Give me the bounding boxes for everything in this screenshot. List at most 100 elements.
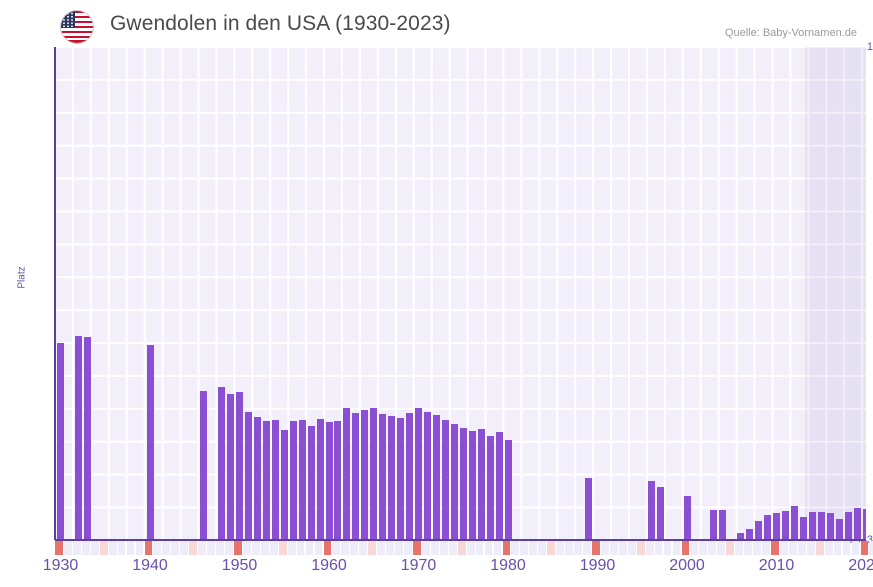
tick-cell-1934 [90, 541, 99, 555]
bar-1946[interactable] [200, 391, 208, 540]
bar-1952[interactable] [253, 417, 261, 540]
tick-cell-1989 [583, 541, 591, 555]
tick-cell-1958 [305, 541, 314, 555]
tick-cell-1955 [278, 541, 287, 555]
bar-1976[interactable] [468, 431, 476, 540]
bar-1973[interactable] [441, 420, 449, 540]
bar-1980[interactable] [504, 440, 512, 540]
tick-cell-2001 [690, 541, 699, 555]
bar-2007[interactable] [746, 529, 754, 540]
tick-cell-1968 [395, 541, 403, 555]
bar-2012[interactable] [790, 506, 798, 540]
tick-cell-2016 [824, 541, 833, 555]
tick-cell-1961 [332, 541, 341, 555]
tick-cell-2014 [806, 541, 815, 555]
bar-1968[interactable] [397, 418, 405, 540]
bar-1953[interactable] [262, 421, 270, 540]
bar-1933[interactable] [83, 337, 91, 540]
bar-1970[interactable] [415, 408, 422, 540]
tick-cell-1976 [466, 541, 475, 555]
bar-1989[interactable] [585, 478, 593, 540]
unranked-future-band [805, 47, 866, 540]
bar-1996[interactable] [647, 481, 655, 540]
bar-1951[interactable] [244, 412, 252, 540]
tick-cell-1978 [484, 541, 493, 555]
bar-1930[interactable] [57, 343, 64, 540]
tick-cell-2011 [779, 541, 788, 555]
bar-1979[interactable] [495, 432, 503, 540]
bar-2018[interactable] [844, 512, 852, 540]
bar-1972[interactable] [432, 415, 440, 540]
tick-cell-1970 [413, 541, 421, 555]
bar-1959[interactable] [316, 419, 324, 540]
bar-2003[interactable] [710, 510, 718, 540]
bar-1950[interactable] [236, 392, 243, 540]
tick-cell-1956 [287, 541, 296, 555]
tick-cell-1950 [234, 541, 242, 555]
x-axis-label-1960: 1960 [311, 557, 347, 574]
bar-1960[interactable] [325, 422, 333, 540]
bar-2011[interactable] [781, 511, 789, 540]
bar-1969[interactable] [406, 413, 414, 540]
tick-cell-1946 [198, 541, 207, 555]
bar-2017[interactable] [835, 519, 843, 540]
bar-1932[interactable] [74, 336, 82, 540]
bar-1956[interactable] [289, 421, 297, 540]
bar-1948[interactable] [218, 387, 226, 540]
bar-1963[interactable] [352, 413, 360, 540]
bar-2009[interactable] [764, 515, 772, 540]
bar-1961[interactable] [334, 421, 342, 540]
tick-cell-2018 [842, 541, 851, 555]
tick-cell-1933 [81, 541, 90, 555]
flag-stripes [61, 11, 93, 43]
tick-cell-1939 [135, 541, 144, 555]
bar-1955[interactable] [280, 430, 288, 540]
bar-1962[interactable] [343, 408, 351, 540]
bar-2014[interactable] [808, 512, 816, 540]
x-axis-label-2010: 2010 [758, 557, 795, 574]
tick-cell-2007 [744, 541, 752, 555]
tick-cell-1980 [502, 541, 511, 555]
tick-cell-1930 [55, 541, 63, 555]
bar-2020[interactable] [862, 509, 866, 540]
tick-cell-1987 [565, 541, 573, 555]
bar-1977[interactable] [477, 429, 485, 540]
bar-1964[interactable] [361, 410, 369, 540]
flag-canton [61, 11, 76, 29]
bar-1949[interactable] [227, 394, 235, 540]
bar-1965[interactable] [370, 408, 378, 540]
bar-1997[interactable] [656, 487, 664, 540]
bar-2015[interactable] [817, 512, 825, 540]
tick-cell-2009 [762, 541, 770, 555]
tick-cell-1979 [493, 541, 502, 555]
tick-cell-1997 [654, 541, 663, 555]
bar-2008[interactable] [755, 521, 763, 540]
source-attribution: Quelle: Baby-Vornamen.de [724, 27, 857, 39]
tick-cell-1941 [153, 541, 162, 555]
bar-2019[interactable] [853, 508, 861, 540]
tick-cell-1996 [645, 541, 654, 555]
bar-2010[interactable] [773, 513, 780, 540]
bar-2004[interactable] [719, 510, 727, 540]
bar-1940[interactable] [146, 345, 154, 540]
bar-1967[interactable] [388, 416, 396, 540]
tick-cell-1964 [359, 541, 368, 555]
bar-1958[interactable] [307, 426, 315, 540]
bar-1971[interactable] [423, 412, 431, 540]
bar-1966[interactable] [379, 414, 387, 540]
tick-cell-2010 [771, 541, 779, 555]
bar-1957[interactable] [298, 420, 306, 540]
page-title: Gwendolen in den USA (1930-2023) [110, 12, 451, 35]
bar-1954[interactable] [271, 420, 279, 540]
tick-cell-1959 [314, 541, 323, 555]
bar-2000[interactable] [683, 496, 691, 540]
bar-1978[interactable] [486, 436, 494, 540]
tick-cell-1932 [72, 541, 81, 555]
bar-2013[interactable] [799, 517, 807, 540]
tick-cell-2019 [851, 541, 860, 555]
bar-1975[interactable] [459, 428, 467, 540]
bar-2006[interactable] [737, 533, 745, 540]
bar-2016[interactable] [826, 513, 834, 540]
bar-1974[interactable] [450, 424, 458, 540]
